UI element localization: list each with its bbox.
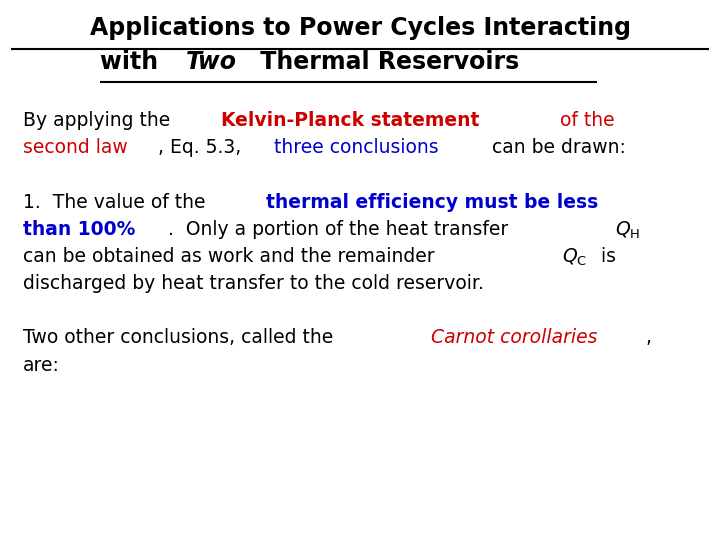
Text: , Eq. 5.3,: , Eq. 5.3, <box>158 138 248 157</box>
Text: 1.  The value of the: 1. The value of the <box>23 193 212 212</box>
Text: Two: Two <box>186 50 237 74</box>
Text: $\mathit{Q}_{\mathrm{C}}$: $\mathit{Q}_{\mathrm{C}}$ <box>562 247 588 268</box>
Text: second law: second law <box>23 138 128 157</box>
Text: is: is <box>595 247 616 266</box>
Text: thermal efficiency must be less: thermal efficiency must be less <box>266 193 599 212</box>
Text: three conclusions: three conclusions <box>274 138 438 157</box>
Text: ,: , <box>646 328 652 347</box>
Text: of the: of the <box>554 111 615 130</box>
Text: Kelvin-Planck statement: Kelvin-Planck statement <box>221 111 480 130</box>
Text: $\mathit{Q}_{\mathrm{H}}$: $\mathit{Q}_{\mathrm{H}}$ <box>615 220 640 241</box>
Text: can be obtained as work and the remainder: can be obtained as work and the remainde… <box>23 247 441 266</box>
Text: discharged by heat transfer to the cold reservoir.: discharged by heat transfer to the cold … <box>23 274 484 293</box>
Text: with: with <box>100 50 166 74</box>
Text: Thermal Reservoirs: Thermal Reservoirs <box>252 50 519 74</box>
Text: By applying the: By applying the <box>23 111 176 130</box>
Text: are:: are: <box>23 355 60 375</box>
Text: .  Only a portion of the heat transfer: . Only a portion of the heat transfer <box>168 220 515 239</box>
Text: Two other conclusions, called the: Two other conclusions, called the <box>23 328 339 347</box>
Text: Carnot corollaries: Carnot corollaries <box>431 328 598 347</box>
Text: than 100%: than 100% <box>23 220 135 239</box>
Text: Applications to Power Cycles Interacting: Applications to Power Cycles Interacting <box>89 16 631 40</box>
Text: can be drawn:: can be drawn: <box>486 138 626 157</box>
